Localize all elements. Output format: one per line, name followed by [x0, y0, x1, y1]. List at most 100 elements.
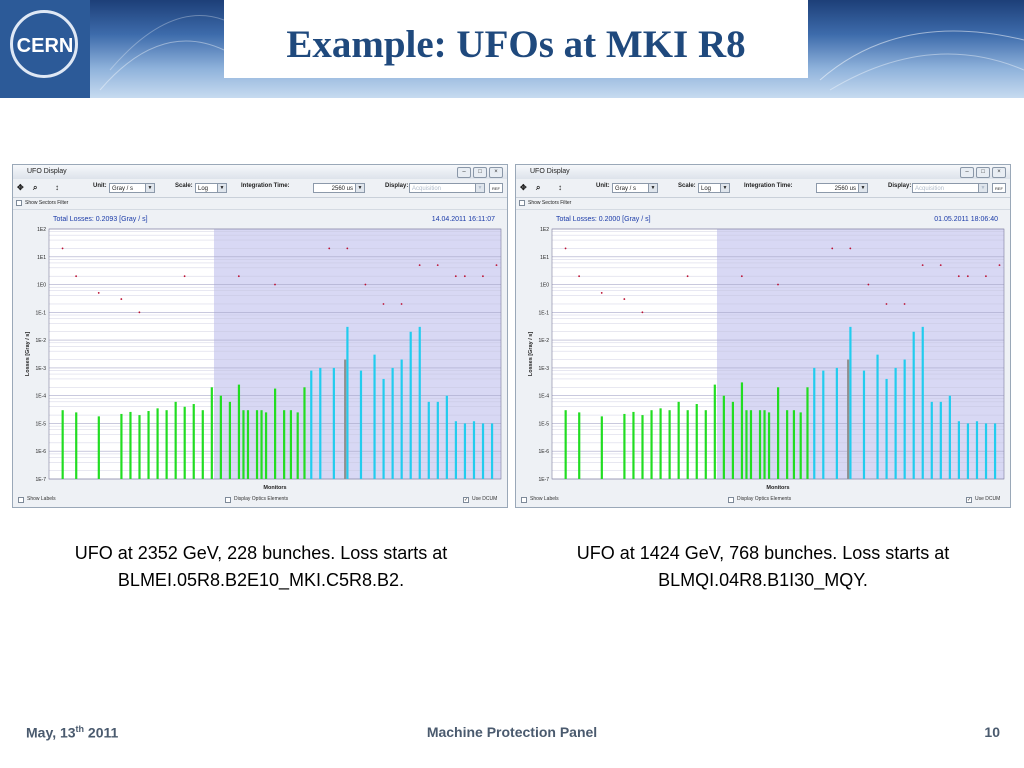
- sectors-filter-checkbox[interactable]: [519, 200, 525, 206]
- threshold-marker: [400, 303, 403, 305]
- chevron-down-icon: ▼: [145, 184, 154, 192]
- close-button[interactable]: ×: [992, 167, 1006, 178]
- sectors-filter-row[interactable]: Show Sectors Filter: [516, 198, 1010, 210]
- y-tick-label: 1E-6: [35, 449, 46, 455]
- y-tick-label: 1E0: [37, 283, 46, 289]
- green-bar: [75, 412, 78, 479]
- scale-select[interactable]: Log ▼: [698, 183, 730, 193]
- chevron-down-icon: ▼: [648, 184, 657, 192]
- banner-decoration: [99, 15, 1024, 91]
- refresh-button[interactable]: REF: [992, 183, 1006, 193]
- sort-icon[interactable]: ↕: [55, 183, 59, 192]
- green-bar: [296, 412, 299, 479]
- unit-select[interactable]: Gray / s ▼: [109, 183, 155, 193]
- logo-text: CERN: [16, 35, 74, 57]
- zoom-icon[interactable]: ⌕: [33, 183, 38, 192]
- threshold-marker: [274, 283, 276, 286]
- threshold-marker: [482, 275, 484, 278]
- integration-value: 2560 us: [834, 186, 856, 192]
- y-axis-label: Losses [Gray / s]: [528, 332, 534, 376]
- threshold-marker: [120, 298, 123, 300]
- unit-select[interactable]: Gray / s ▼: [612, 183, 658, 193]
- green-bar: [156, 408, 159, 479]
- scale-label: Scale:: [175, 183, 193, 189]
- minimize-button[interactable]: –: [960, 167, 974, 178]
- display-select[interactable]: Acquisition ▼: [912, 183, 988, 193]
- header-banner: CERN Example: UFOs at MKI R8: [0, 0, 1024, 98]
- minimize-button[interactable]: –: [457, 167, 471, 178]
- y-tick-label: 1E-7: [538, 477, 549, 483]
- display-optics-checkbox[interactable]: [728, 497, 734, 503]
- page-number: 10: [984, 724, 1000, 740]
- maximize-button[interactable]: □: [473, 167, 487, 178]
- y-tick-label: 1E-3: [35, 366, 46, 372]
- caption-right-line2: BLMQI.04R8.B1I30_MQY.: [658, 570, 868, 590]
- x-axis-label: Monitors: [263, 485, 286, 491]
- sectors-filter-checkbox[interactable]: [16, 200, 22, 206]
- threshold-marker: [578, 275, 581, 278]
- threshold-marker: [600, 292, 603, 294]
- threshold-marker: [867, 283, 870, 286]
- sectors-filter-label: Show Sectors Filter: [25, 200, 69, 206]
- use-dcum-label: Use DCUM: [975, 496, 1001, 502]
- toolbar: ✥ ⌕ ↕ Unit: Gray / s ▼ Scale: Log ▼ Integr…: [516, 179, 1010, 198]
- use-dcum-checkbox[interactable]: ✓: [966, 497, 972, 503]
- toolbar: ✥ ⌕ ↕ Unit: Gray / s ▼ Scale: Log ▼ Integr…: [13, 179, 507, 198]
- cyan-bar: [849, 326, 852, 479]
- gray-bar: [344, 359, 347, 479]
- ufo-display-window-2: UFO Display – □ × ✥ ⌕ ↕ Unit: Gray / s ▼ …: [515, 164, 1011, 508]
- display-select[interactable]: Acquisition ▼: [409, 183, 485, 193]
- scale-select[interactable]: Log ▼: [195, 183, 227, 193]
- threshold-marker: [998, 264, 1001, 267]
- display-optics-checkbox[interactable]: [225, 497, 231, 503]
- refresh-button[interactable]: REF: [489, 183, 503, 193]
- threshold-marker: [939, 264, 942, 267]
- timestamp-label: 01.05.2011 18:06:40: [934, 216, 998, 223]
- threshold-marker: [777, 283, 779, 286]
- cyan-bar: [319, 367, 322, 479]
- cyan-bar: [957, 421, 960, 479]
- display-value: Acquisition: [915, 186, 945, 192]
- sectors-filter-row[interactable]: Show Sectors Filter: [13, 198, 507, 210]
- show-labels-label: Show Labels: [530, 496, 559, 502]
- cyan-bar: [418, 326, 421, 479]
- threshold-marker: [957, 275, 960, 278]
- green-bar: [578, 412, 581, 479]
- cyan-bar: [436, 401, 439, 479]
- window-titlebar: UFO Display – □ ×: [516, 165, 1010, 179]
- cyan-bar: [382, 378, 385, 479]
- display-optics-label: Display Optics Elements: [737, 496, 792, 502]
- chevron-down-icon: ▼: [978, 184, 987, 192]
- show-labels-checkbox[interactable]: [521, 497, 527, 503]
- integration-select[interactable]: 2560 us ▼: [313, 183, 365, 193]
- window-title: UFO Display: [530, 168, 570, 175]
- slide-title: Example: UFOs at MKI R8: [286, 23, 746, 66]
- close-button[interactable]: ×: [489, 167, 503, 178]
- display-value: Acquisition: [412, 186, 442, 192]
- threshold-marker: [966, 275, 969, 278]
- green-bar: [758, 410, 762, 479]
- unit-value: Gray / s: [615, 186, 637, 192]
- gray-bar: [847, 359, 850, 479]
- sort-icon[interactable]: ↕: [558, 183, 562, 192]
- unit-value: Gray / s: [112, 186, 134, 192]
- cyan-bar: [454, 421, 457, 479]
- move-icon[interactable]: ✥: [17, 183, 24, 192]
- green-bar: [228, 401, 231, 479]
- maximize-button[interactable]: □: [976, 167, 990, 178]
- green-bar: [138, 415, 141, 479]
- green-bar: [668, 410, 671, 479]
- green-bar: [246, 410, 250, 479]
- show-labels-checkbox[interactable]: [18, 497, 24, 503]
- use-dcum-checkbox[interactable]: ✓: [463, 497, 469, 503]
- y-tick-label: 1E-3: [538, 366, 549, 372]
- cyan-bar: [463, 423, 467, 479]
- green-bar: [219, 395, 222, 479]
- move-icon[interactable]: ✥: [520, 183, 527, 192]
- green-bar: [740, 382, 744, 479]
- threshold-marker: [564, 247, 567, 250]
- threshold-marker: [463, 275, 466, 278]
- integration-select[interactable]: 2560 us ▼: [816, 183, 868, 193]
- zoom-icon[interactable]: ⌕: [536, 183, 541, 192]
- threshold-marker: [495, 264, 498, 267]
